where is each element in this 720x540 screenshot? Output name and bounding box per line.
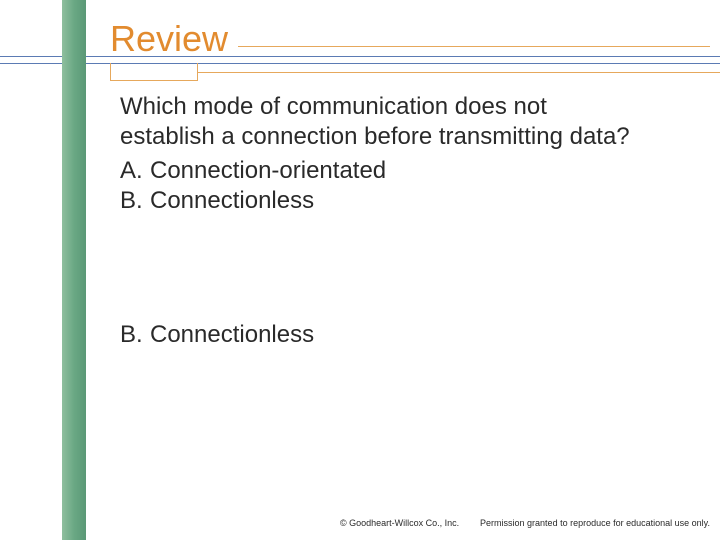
option-text: Connection-orientated [150,156,640,186]
copyright-text: © Goodheart-Willcox Co., Inc. [340,518,459,528]
vertical-accent-bar [62,0,86,540]
option-text: Connectionless [150,186,640,216]
question-text: Which mode of communication does not est… [120,92,640,152]
header: Review [110,18,710,60]
option-letter: A. [120,156,150,186]
answer-block: B. Connectionless [120,320,640,350]
title-underline-box [110,63,198,81]
title-divider [238,46,710,47]
option-row: A. Connection-orientated [120,156,640,186]
slide: Review Which mode of communication does … [0,0,720,540]
permission-text: Permission granted to reproduce for educ… [480,518,710,528]
content-block: Which mode of communication does not est… [120,92,640,216]
page-title: Review [110,18,228,60]
title-right-line [198,72,720,73]
answer-letter: B. [120,320,150,350]
options-list: A. Connection-orientated B. Connectionle… [120,156,640,216]
answer-text: Connectionless [150,320,640,350]
divider-line [0,63,720,64]
option-letter: B. [120,186,150,216]
answer-row: B. Connectionless [120,320,640,350]
option-row: B. Connectionless [120,186,640,216]
